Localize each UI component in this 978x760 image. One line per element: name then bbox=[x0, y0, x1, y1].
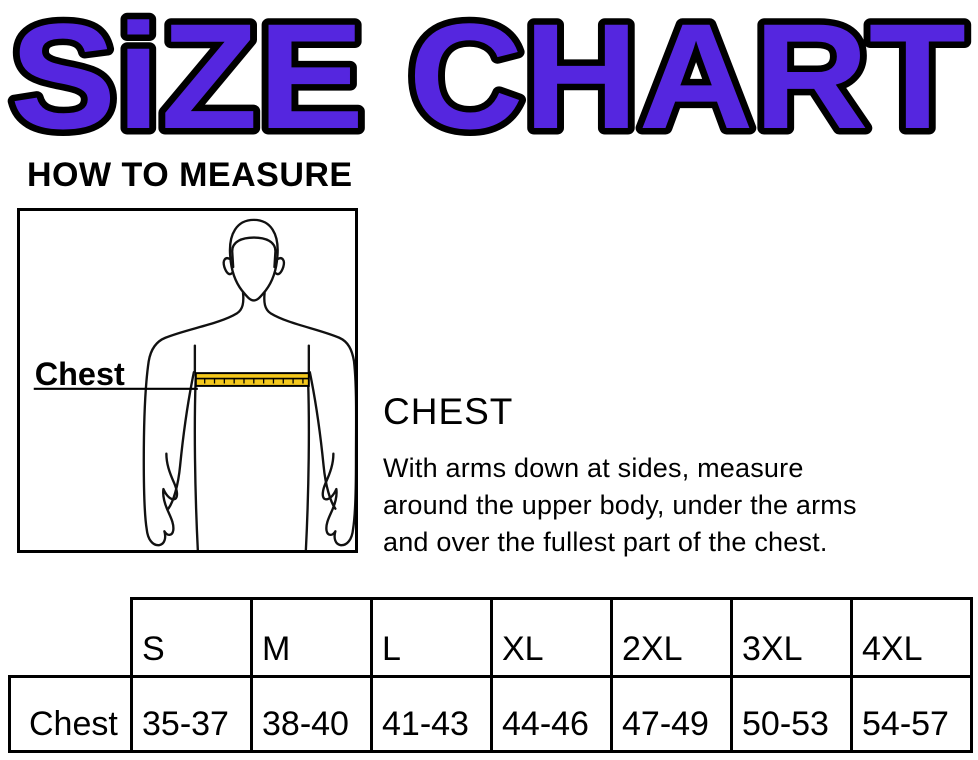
chest-value-cell: 47-49 bbox=[610, 675, 733, 753]
head-outline bbox=[228, 218, 279, 302]
left-arm-outline bbox=[142, 291, 245, 547]
chest-value-cell: 54-57 bbox=[850, 675, 973, 753]
chest-value-cell: 38-40 bbox=[250, 675, 373, 753]
size-header-row: S M L XL 2XL 3XL 4XL bbox=[10, 597, 973, 678]
measurement-diagram: Chest bbox=[17, 208, 358, 553]
right-ear bbox=[274, 257, 286, 276]
chest-instruction-line: around the upper body, under the arms bbox=[383, 489, 857, 520]
size-column-header: S bbox=[130, 597, 253, 678]
chest-value-cell: 44-46 bbox=[490, 675, 613, 753]
chest-diagram-label: Chest bbox=[35, 356, 125, 392]
chest-value-cell: 35-37 bbox=[130, 675, 253, 753]
chest-row-label: Chest bbox=[8, 675, 133, 753]
measuring-tape bbox=[194, 372, 310, 387]
chest-instructions-section: CHEST With arms down at sides, measure a… bbox=[383, 391, 973, 561]
right-inner-arm-line bbox=[308, 370, 337, 510]
chest-instruction-line: and over the fullest part of the chest. bbox=[383, 526, 828, 557]
body-outline-figure: Chest bbox=[33, 218, 355, 550]
page-title: SiZE CHART bbox=[10, 0, 966, 152]
chest-measurement-row: Chest 35-37 38-40 41-43 44-46 47-49 50-5… bbox=[8, 675, 973, 753]
measuring-tape-ticks bbox=[204, 379, 304, 384]
chest-value-cell: 50-53 bbox=[730, 675, 853, 753]
blank-corner-cell bbox=[10, 599, 132, 677]
size-column-header: 3XL bbox=[730, 597, 853, 678]
right-torso-line bbox=[304, 372, 311, 550]
right-arm-outline bbox=[263, 291, 355, 547]
chest-instruction-line: With arms down at sides, measure bbox=[383, 452, 804, 483]
title-banner: SiZE CHART bbox=[4, 0, 973, 152]
left-inner-arm-line bbox=[167, 370, 196, 510]
hairline bbox=[231, 236, 277, 269]
chest-section-heading: CHEST bbox=[383, 391, 514, 432]
size-column-header: M bbox=[250, 597, 373, 678]
size-column-header: L bbox=[370, 597, 493, 678]
chest-value-cell: 41-43 bbox=[370, 675, 493, 753]
size-chart-table: S M L XL 2XL 3XL 4XL Chest 35-37 38-40 4… bbox=[8, 597, 973, 753]
size-column-header: XL bbox=[490, 597, 613, 678]
size-column-header: 2XL bbox=[610, 597, 733, 678]
left-ear bbox=[222, 257, 234, 276]
how-to-measure-heading: HOW TO MEASURE bbox=[27, 156, 353, 194]
left-torso-line bbox=[193, 372, 199, 550]
size-column-header: 4XL bbox=[850, 597, 973, 678]
